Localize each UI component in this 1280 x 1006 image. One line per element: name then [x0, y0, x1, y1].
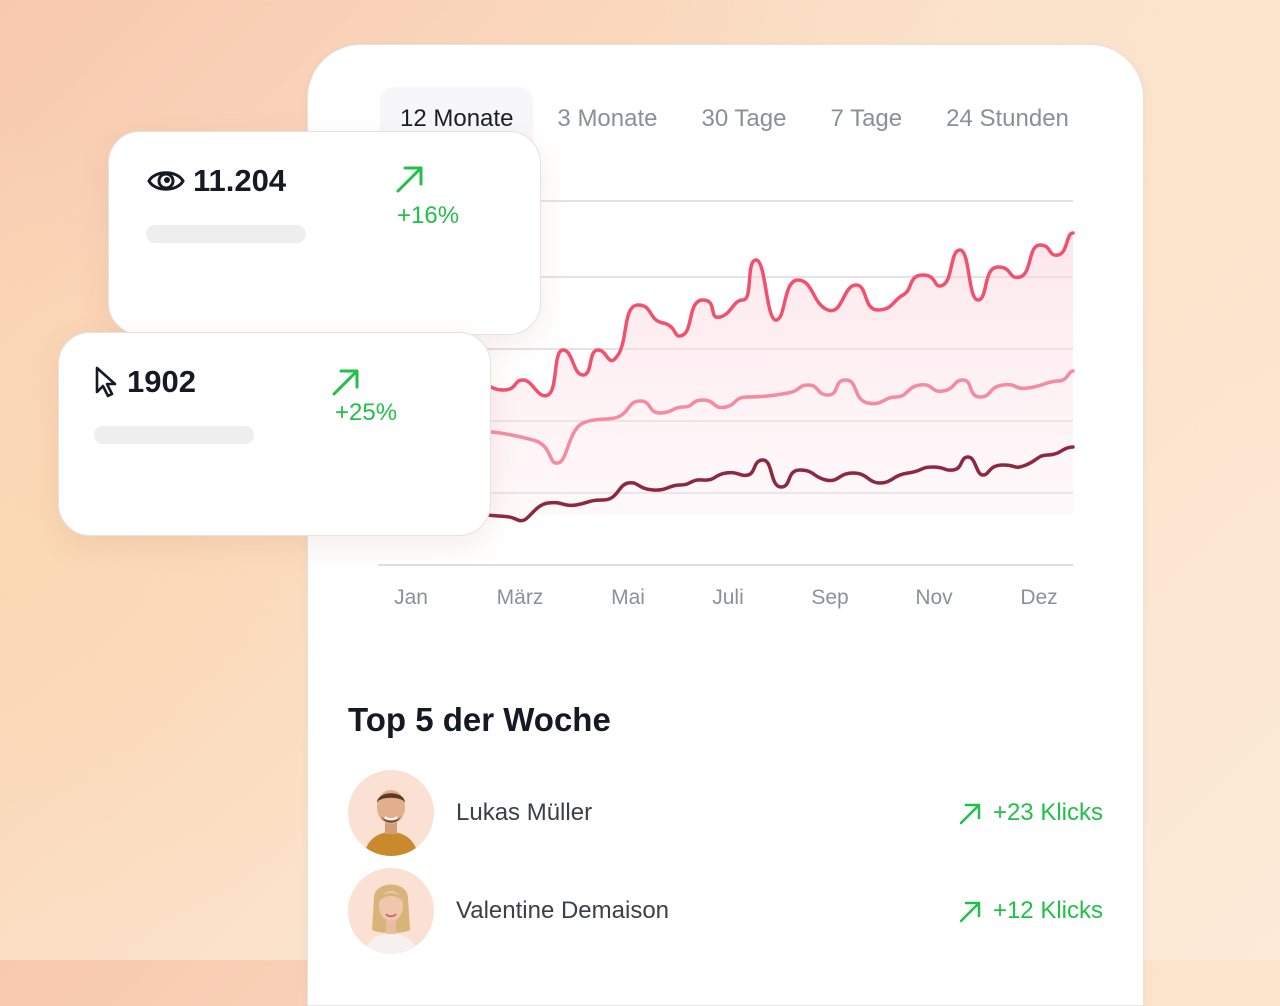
tab-7-tage[interactable]: 7 Tage [830, 105, 903, 132]
avatar-man-icon [364, 790, 418, 856]
tab-24-stunden[interactable]: 24 Stunden [946, 105, 1069, 132]
list-item-lukas[interactable]: Lukas Müller +23 Klicks [348, 769, 1103, 857]
trend-up-icon [959, 901, 981, 923]
trend-up-icon [396, 166, 423, 193]
cursor-icon [95, 366, 117, 398]
tick-label-nov: Nov [915, 586, 953, 609]
tick-label-jan: Jan [394, 586, 428, 609]
rank-delta: +12 Klicks [957, 897, 1103, 925]
avatar-woman-icon [364, 884, 418, 954]
rank-delta-value: +12 Klicks [992, 897, 1103, 924]
clicks-value: 1902 [127, 364, 196, 399]
series-line-1 [456, 231, 1075, 398]
tab-3-monate[interactable]: 3 Monate [557, 105, 658, 132]
avatar-valentine [348, 868, 434, 954]
series-line-2 [456, 369, 1075, 465]
rank-delta-value: +23 Klicks [992, 799, 1103, 826]
placeholder-bar [146, 225, 306, 243]
views-value: 11.204 [193, 163, 287, 198]
rank-delta: +23 Klicks [957, 799, 1103, 827]
views-delta: +16% [397, 202, 460, 229]
line-chart: Jan März Mai Juli Sep Nov Dez [378, 200, 1075, 609]
clicks-delta: +25% [335, 399, 398, 426]
avatar-lukas [348, 770, 434, 856]
series-line-3 [456, 445, 1075, 527]
tick-label-juli: Juli [712, 586, 744, 609]
views-stat-card[interactable]: 11.204 +16% [108, 131, 541, 335]
rank-name: Valentine Demaison [456, 897, 670, 924]
tick-label-sep: Sep [811, 586, 848, 609]
trend-up-icon [332, 369, 359, 396]
x-axis-labels: Jan März Mai Juli Sep Nov Dez [394, 586, 1058, 609]
tick-label-mai: Mai [611, 586, 645, 609]
top-5-title: Top 5 der Woche [348, 701, 611, 738]
list-item-valentine[interactable]: Valentine Demaison +12 Klicks [348, 867, 1103, 955]
placeholder-bar [94, 426, 254, 444]
trend-up-icon [959, 803, 981, 825]
tick-label-dez: Dez [1020, 586, 1057, 609]
eye-icon [147, 171, 185, 191]
rank-name: Lukas Müller [456, 799, 593, 826]
clicks-stat-card[interactable]: 1902 +25% [58, 332, 491, 536]
chart-area-fill [458, 233, 1073, 515]
tab-30-tage[interactable]: 30 Tage [701, 105, 787, 132]
tick-label-maerz: März [497, 586, 544, 609]
